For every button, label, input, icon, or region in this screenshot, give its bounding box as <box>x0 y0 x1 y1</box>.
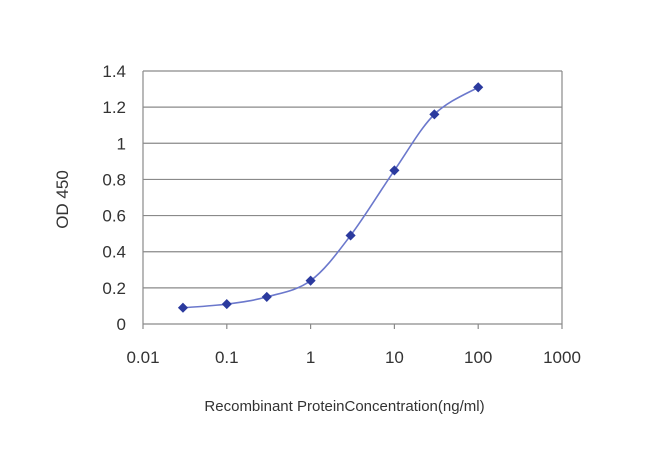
x-tick-label: 1 <box>306 348 315 367</box>
data-point-marker <box>389 165 400 176</box>
data-point-marker <box>305 275 316 286</box>
y-tick-label: 0 <box>117 315 126 334</box>
data-point-marker <box>429 109 440 120</box>
x-tick-label: 1000 <box>543 348 581 367</box>
y-tick-label: 0.2 <box>102 279 126 298</box>
data-point-marker <box>221 299 232 310</box>
y-tick-label: 0.4 <box>102 243 126 262</box>
y-tick-label: 0.8 <box>102 170 126 189</box>
data-point-marker <box>177 302 189 313</box>
x-tick-labels: 0.01 0.1 1 10 100 1000 <box>126 348 580 367</box>
y-tick-label: 1 <box>117 134 126 153</box>
data-point-marker <box>261 291 272 302</box>
y-tick-labels: 0 0.2 0.4 0.6 0.8 1 1.2 1.4 <box>102 62 126 334</box>
data-series <box>177 82 484 313</box>
x-tick-label: 100 <box>464 348 492 367</box>
y-tick-label: 1.2 <box>102 98 126 117</box>
y-tick-label: 1.4 <box>102 62 126 81</box>
gridlines <box>143 70 562 289</box>
x-tick-label: 0.1 <box>215 348 239 367</box>
y-axis-title: OD 450 <box>53 170 72 229</box>
data-point-marker <box>345 230 356 241</box>
plot-area <box>143 71 562 324</box>
x-tick-label: 10 <box>385 348 404 367</box>
data-point-marker <box>473 82 484 93</box>
series-line <box>182 86 479 309</box>
x-tick-label: 0.01 <box>126 348 159 367</box>
x-axis-title: Recombinant ProteinConcentration(ng/ml) <box>204 398 484 415</box>
y-tick-label: 0.6 <box>102 207 126 226</box>
axes <box>142 71 563 329</box>
